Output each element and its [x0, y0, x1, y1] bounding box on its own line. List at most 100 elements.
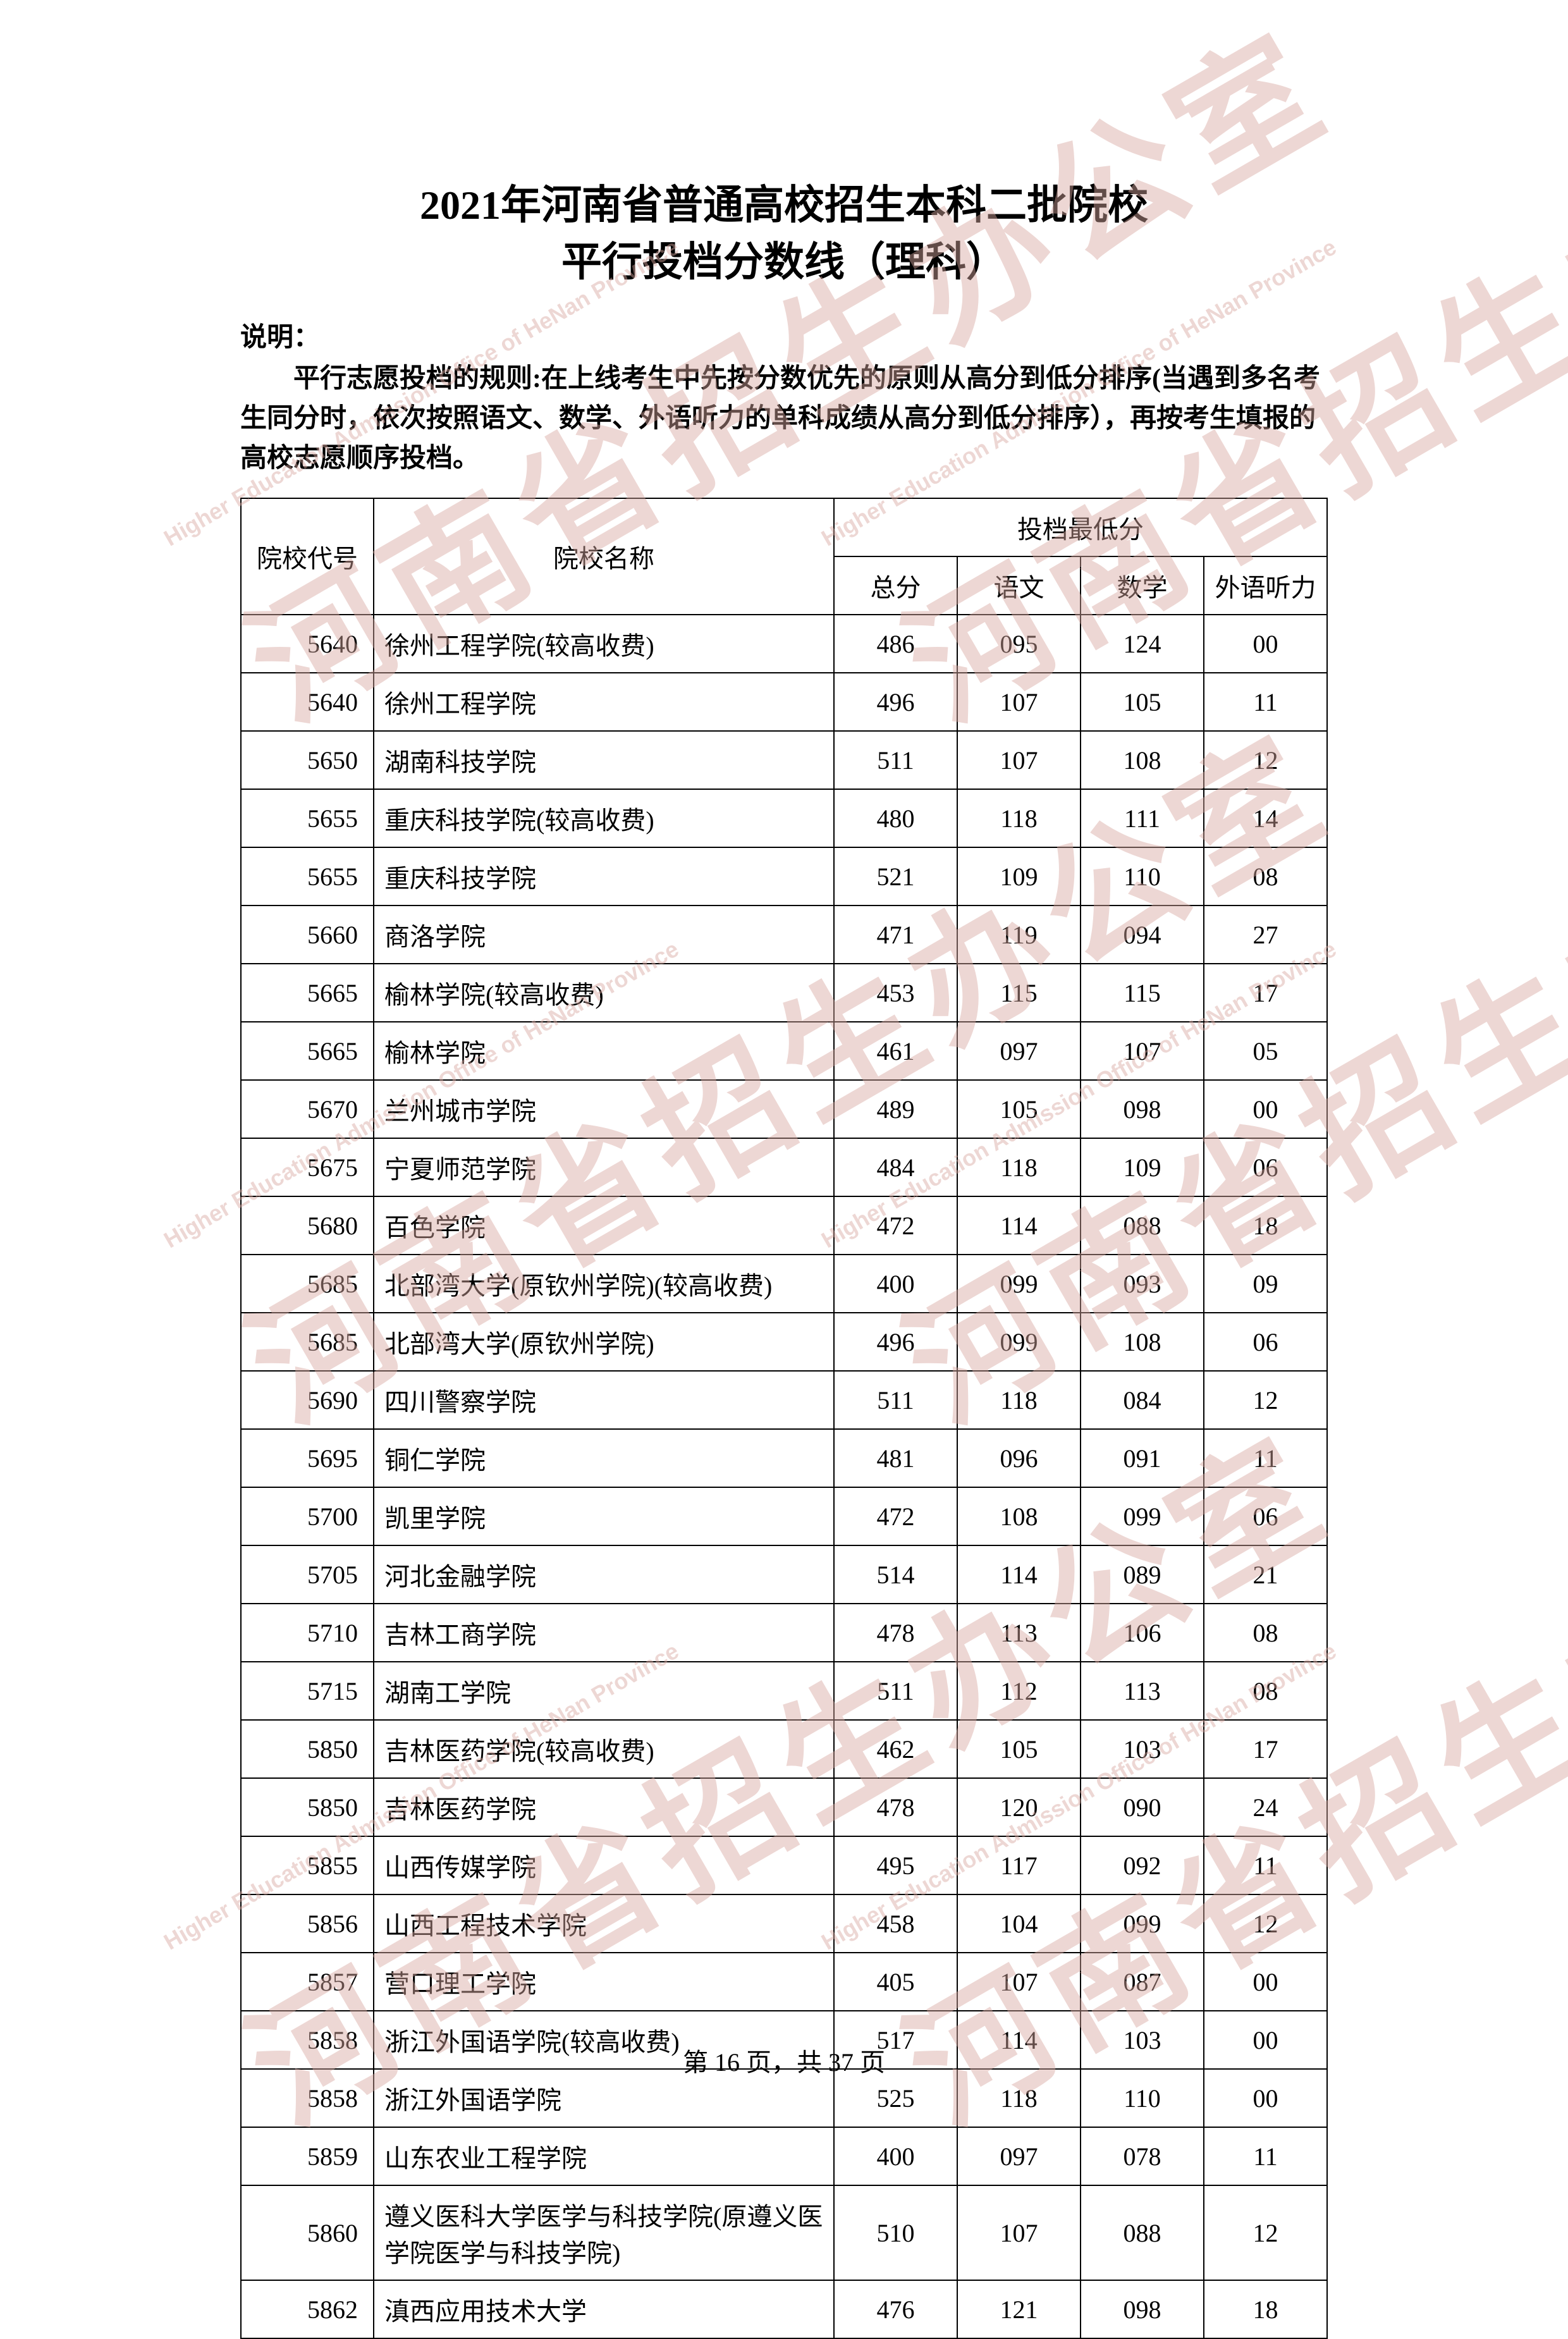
- cell-code: 5640: [241, 615, 374, 673]
- cell-chinese: 114: [957, 1196, 1081, 1255]
- table-row: 5650湖南科技学院51110710812: [241, 731, 1327, 789]
- cell-code: 5860: [241, 2185, 374, 2280]
- cell-math: 113: [1081, 1662, 1204, 1720]
- th-chinese: 语文: [957, 556, 1081, 615]
- cell-total: 521: [834, 847, 957, 906]
- cell-listening: 21: [1204, 1545, 1327, 1604]
- cell-name: 商洛学院: [374, 906, 834, 964]
- cell-total: 400: [834, 1255, 957, 1313]
- cell-listening: 09: [1204, 1255, 1327, 1313]
- page-footer: 第 16 页，共 37 页: [0, 2042, 1568, 2078]
- cell-chinese: 120: [957, 1778, 1081, 1836]
- cell-math: 109: [1081, 1138, 1204, 1196]
- cell-chinese: 119: [957, 906, 1081, 964]
- table-row: 5685北部湾大学(原钦州学院)49609910806: [241, 1313, 1327, 1371]
- cell-total: 511: [834, 1662, 957, 1720]
- cell-total: 476: [834, 2280, 957, 2338]
- cell-math: 090: [1081, 1778, 1204, 1836]
- th-name: 院校名称: [374, 498, 834, 615]
- th-math: 数学: [1081, 556, 1204, 615]
- cell-name: 遵义医科大学医学与科技学院(原遵义医学院医学与科技学院): [374, 2185, 834, 2280]
- table-row: 5660商洛学院47111909427: [241, 906, 1327, 964]
- cell-chinese: 096: [957, 1429, 1081, 1487]
- table-row: 5640徐州工程学院49610710511: [241, 673, 1327, 731]
- cell-math: 088: [1081, 2185, 1204, 2280]
- cell-name: 百色学院: [374, 1196, 834, 1255]
- cell-listening: 00: [1204, 1953, 1327, 2011]
- cell-chinese: 112: [957, 1662, 1081, 1720]
- table-row: 5857营口理工学院40510708700: [241, 1953, 1327, 2011]
- cell-listening: 17: [1204, 1720, 1327, 1778]
- cell-chinese: 108: [957, 1487, 1081, 1545]
- table-row: 5690四川警察学院51111808412: [241, 1371, 1327, 1429]
- cell-listening: 12: [1204, 731, 1327, 789]
- cell-math: 089: [1081, 1545, 1204, 1604]
- cell-code: 5705: [241, 1545, 374, 1604]
- cell-name: 铜仁学院: [374, 1429, 834, 1487]
- cell-total: 458: [834, 1894, 957, 1953]
- cell-name: 湖南科技学院: [374, 731, 834, 789]
- cell-total: 489: [834, 1080, 957, 1138]
- cell-chinese: 117: [957, 1836, 1081, 1894]
- table-row: 5695铜仁学院48109609111: [241, 1429, 1327, 1487]
- cell-math: 094: [1081, 906, 1204, 964]
- cell-total: 496: [834, 1313, 957, 1371]
- table-row: 5860遵义医科大学医学与科技学院(原遵义医学院医学与科技学院)51010708…: [241, 2185, 1327, 2280]
- cell-name: 徐州工程学院: [374, 673, 834, 731]
- cell-name: 重庆科技学院: [374, 847, 834, 906]
- cell-code: 5665: [241, 1022, 374, 1080]
- cell-math: 098: [1081, 2280, 1204, 2338]
- cell-chinese: 114: [957, 1545, 1081, 1604]
- table-row: 5665榆林学院(较高收费)45311511517: [241, 964, 1327, 1022]
- table-row: 5700凯里学院47210809906: [241, 1487, 1327, 1545]
- cell-chinese: 095: [957, 615, 1081, 673]
- cell-listening: 06: [1204, 1313, 1327, 1371]
- cell-math: 106: [1081, 1604, 1204, 1662]
- table-row: 5859山东农业工程学院40009707811: [241, 2127, 1327, 2185]
- cell-name: 吉林医药学院: [374, 1778, 834, 1836]
- title-line-2: 平行投档分数线（理科）: [240, 234, 1328, 291]
- cell-code: 5660: [241, 906, 374, 964]
- cell-listening: 18: [1204, 2280, 1327, 2338]
- cell-total: 510: [834, 2185, 957, 2280]
- cell-name: 北部湾大学(原钦州学院)(较高收费): [374, 1255, 834, 1313]
- cell-listening: 11: [1204, 673, 1327, 731]
- cell-total: 478: [834, 1604, 957, 1662]
- cell-code: 5665: [241, 964, 374, 1022]
- cell-code: 5859: [241, 2127, 374, 2185]
- cell-listening: 17: [1204, 964, 1327, 1022]
- cell-chinese: 107: [957, 731, 1081, 789]
- cell-total: 478: [834, 1778, 957, 1836]
- cell-code: 5715: [241, 1662, 374, 1720]
- title-line-1: 2021年河南省普通高校招生本科二批院校: [240, 177, 1328, 234]
- cell-total: 514: [834, 1545, 957, 1604]
- cell-name: 重庆科技学院(较高收费): [374, 789, 834, 847]
- table-row: 5705河北金融学院51411408921: [241, 1545, 1327, 1604]
- cell-math: 105: [1081, 673, 1204, 731]
- cell-total: 405: [834, 1953, 957, 2011]
- cell-code: 5695: [241, 1429, 374, 1487]
- cell-chinese: 109: [957, 847, 1081, 906]
- cell-listening: 06: [1204, 1138, 1327, 1196]
- cell-chinese: 107: [957, 673, 1081, 731]
- cell-math: 099: [1081, 1894, 1204, 1953]
- cell-listening: 12: [1204, 1371, 1327, 1429]
- table-header: 院校代号 院校名称 投档最低分 总分 语文 数学 外语听力: [241, 498, 1327, 615]
- cell-name: 北部湾大学(原钦州学院): [374, 1313, 834, 1371]
- cell-listening: 00: [1204, 1080, 1327, 1138]
- cell-code: 5850: [241, 1778, 374, 1836]
- cell-chinese: 118: [957, 1138, 1081, 1196]
- cell-chinese: 113: [957, 1604, 1081, 1662]
- page-title-block: 2021年河南省普通高校招生本科二批院校 平行投档分数线（理科）: [240, 177, 1328, 290]
- table-row: 5655重庆科技学院52110911008: [241, 847, 1327, 906]
- cell-name: 吉林医药学院(较高收费): [374, 1720, 834, 1778]
- cell-listening: 08: [1204, 847, 1327, 906]
- cell-total: 486: [834, 615, 957, 673]
- table-row: 5856山西工程技术学院45810409912: [241, 1894, 1327, 1953]
- cell-name: 滇西应用技术大学: [374, 2280, 834, 2338]
- table-row: 5680百色学院47211408818: [241, 1196, 1327, 1255]
- table-row: 5665榆林学院46109710705: [241, 1022, 1327, 1080]
- cell-code: 5685: [241, 1313, 374, 1371]
- cell-name: 徐州工程学院(较高收费): [374, 615, 834, 673]
- cell-chinese: 107: [957, 2185, 1081, 2280]
